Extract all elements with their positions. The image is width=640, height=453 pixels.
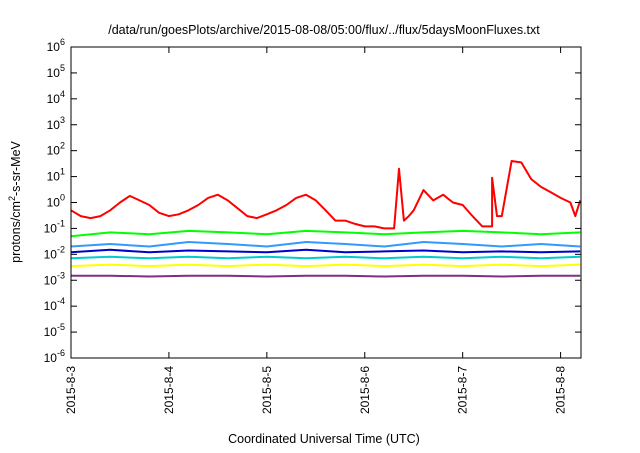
x-tick-label: 2015-8-6 [358,366,372,414]
chart-title: /data/run/goesPlots/archive/2015-08-08/0… [108,23,540,37]
series-line-1 [70,160,582,230]
y-tick-label: 101 [47,167,65,184]
x-tick-label: 2015-8-5 [260,366,274,414]
y-tick-label: 105 [47,63,65,80]
x-ticks: 2015-8-3 2015-8-4 2015-8-5 2015-8-6 2015-8-7… [64,47,568,414]
y-tick-label: 10-6 [44,348,65,365]
y-tick-label: 100 [47,193,65,210]
series-line-4 [70,248,581,254]
x-tick-label: 2015-8-7 [456,366,470,414]
x-axis-label: Coordinated Universal Time (UTC) [228,432,420,446]
series-line-5 [70,255,581,260]
x-tick-label: 2015-8-4 [162,366,176,414]
y-tick-label: 10-5 [44,322,65,339]
y-tick-label: 106 [47,37,65,54]
y-axis-label: protons/cm2-s-sr-MeV [7,140,23,262]
series-line-6 [70,263,581,268]
x-tick-label: 2015-8-8 [554,366,568,414]
y-tick-label: 10-3 [44,270,65,287]
y-tick-label: 10-2 [44,244,65,261]
y-tick-label: 103 [47,115,65,132]
series-line-2 [70,229,581,238]
y-tick-label: 10-1 [44,218,65,235]
y-tick-label: 102 [47,141,65,158]
series-line-7 [71,274,581,278]
y-ticks: 10-6 10-5 10-4 10-3 10-2 10-1 100 101 102 103 104 1… [44,37,581,365]
x-tick-label: 2015-8-3 [64,366,78,414]
series-line-3 [70,241,581,248]
y-tick-label: 104 [47,89,65,106]
plot-content [70,160,582,278]
y-tick-label: 10-4 [44,296,65,313]
